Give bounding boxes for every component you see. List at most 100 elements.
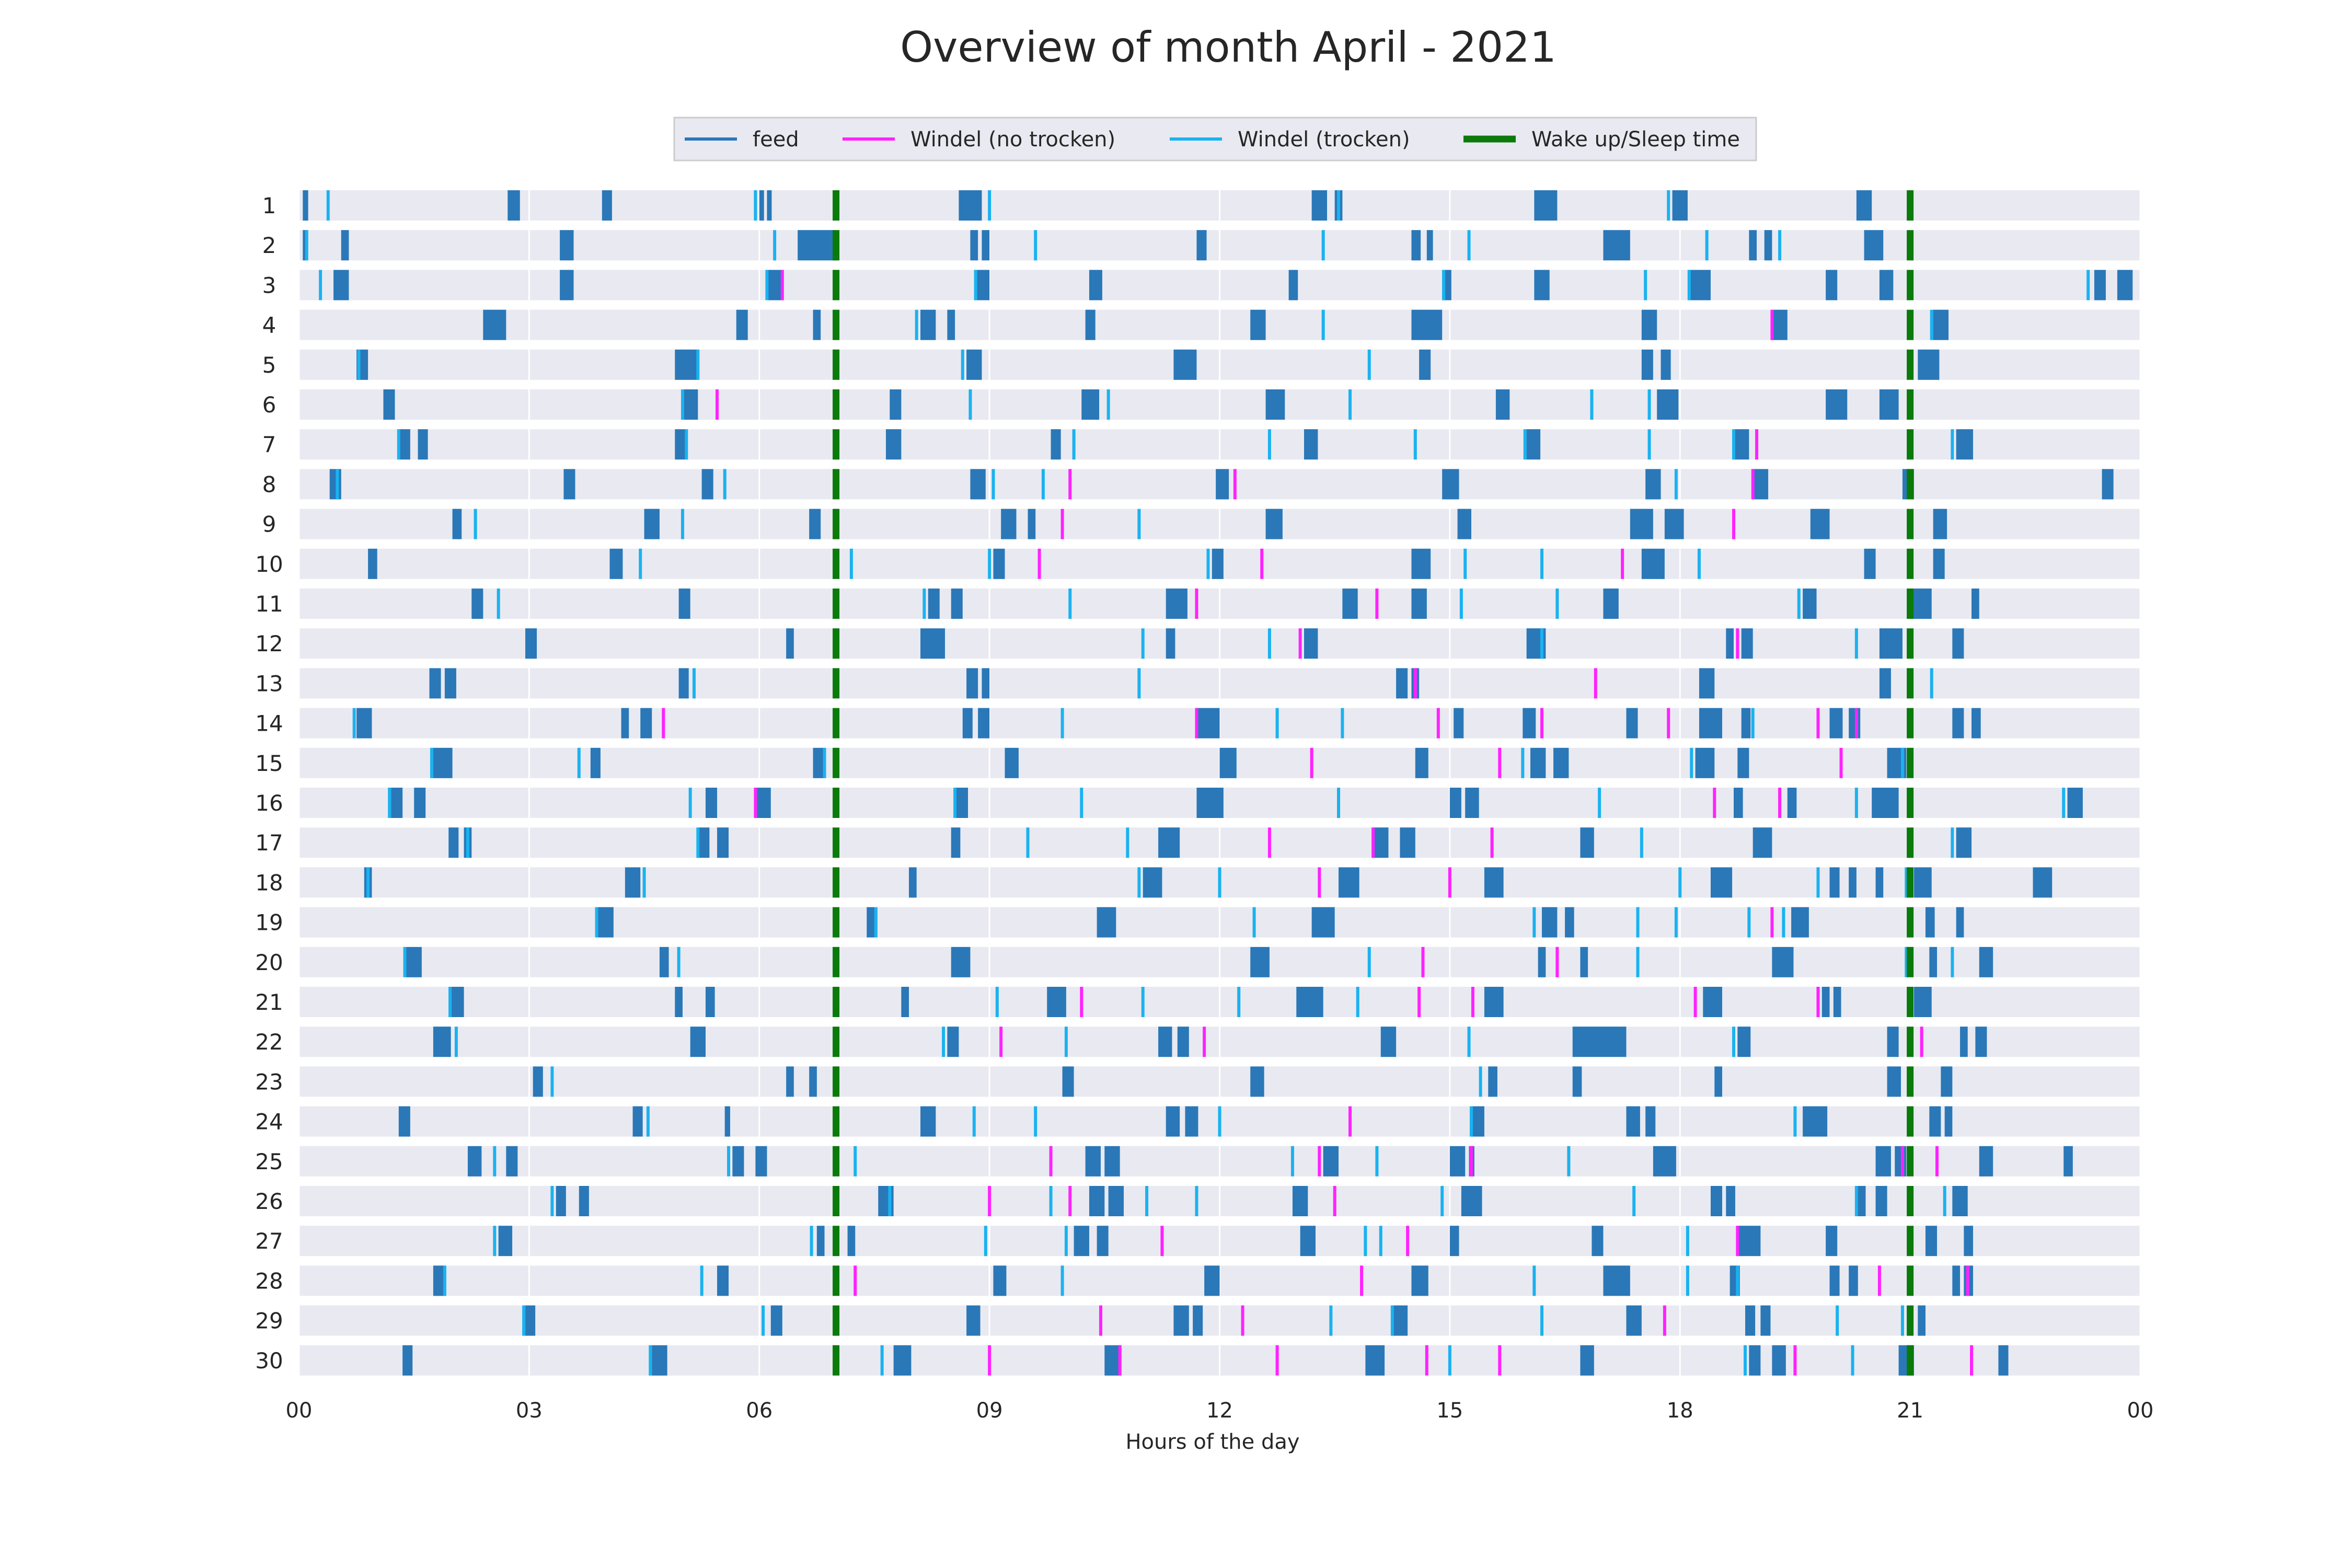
feed-bar — [556, 1186, 566, 1216]
feed-bar — [1081, 389, 1100, 420]
day-label: 17 — [255, 830, 283, 856]
feed-bar — [675, 987, 683, 1017]
x-tick-label: 06 — [746, 1399, 773, 1423]
feed-bar — [1603, 589, 1619, 619]
feed-bar — [993, 548, 1005, 579]
feed-bar — [1250, 947, 1270, 977]
feed-bar — [1699, 708, 1722, 739]
feed-bar — [1726, 1186, 1735, 1216]
feed-bar — [1603, 230, 1630, 261]
day-label: 14 — [255, 711, 283, 736]
day-label: 9 — [262, 512, 276, 537]
feed-bar — [1626, 1305, 1642, 1336]
feed-bar — [1495, 389, 1510, 420]
feed-bar — [678, 668, 689, 699]
feed-bar — [1265, 389, 1285, 420]
feed-bar — [1311, 190, 1328, 221]
feed-bar — [1288, 270, 1298, 301]
feed-bar — [1910, 589, 1932, 619]
feed-bar — [1158, 827, 1180, 858]
feed-bar — [724, 1106, 730, 1137]
feed-bar — [1304, 429, 1318, 460]
feed-bar — [1826, 270, 1838, 301]
feed-bar — [1392, 1305, 1408, 1336]
feed-bar — [1875, 867, 1884, 898]
feed-bar — [1542, 907, 1558, 938]
feed-bar — [908, 867, 917, 898]
feed-bar — [1580, 827, 1594, 858]
feed-bar — [621, 708, 629, 739]
feed-bar — [1952, 708, 1964, 739]
feed-bar — [1971, 708, 1981, 739]
feed-bar — [1472, 1106, 1484, 1137]
x-tick-label: 00 — [2127, 1399, 2154, 1423]
feed-bar — [1300, 1226, 1316, 1256]
feed-bar — [1661, 349, 1671, 380]
feed-bar — [690, 1027, 706, 1057]
day-label: 19 — [255, 910, 283, 936]
feed-bar — [1580, 947, 1588, 977]
feed-bar — [1734, 429, 1749, 460]
feed-bar — [1158, 1027, 1172, 1057]
feed-bar — [1177, 1027, 1189, 1057]
feed-bar — [1097, 907, 1116, 938]
feed-bar — [1737, 1027, 1751, 1057]
feed-bar — [920, 1106, 936, 1137]
feed-bar — [1753, 827, 1772, 858]
feed-bar — [1565, 907, 1574, 938]
feed-bar — [1856, 1186, 1866, 1216]
feed-bar — [809, 1066, 817, 1097]
feed-bar — [303, 190, 308, 221]
feed-bar — [579, 1186, 589, 1216]
feed-bar — [560, 230, 574, 261]
feed-bar — [1108, 1186, 1124, 1216]
feed-bar — [1457, 509, 1471, 539]
feed-bar — [652, 1345, 667, 1376]
feed-bar — [920, 309, 936, 340]
feed-bar — [418, 429, 428, 460]
x-tick-label: 03 — [516, 1399, 543, 1423]
feed-bar — [675, 349, 698, 380]
feed-bar — [993, 1265, 1007, 1296]
feed-bar — [1553, 747, 1569, 778]
day-label: 18 — [255, 870, 283, 895]
feed-bar — [947, 309, 955, 340]
feed-bar — [982, 668, 990, 699]
feed-bar — [966, 668, 978, 699]
feed-bar — [1415, 747, 1428, 778]
feed-bar — [1373, 827, 1389, 858]
feed-bar — [1672, 190, 1688, 221]
feed-bar — [816, 1226, 825, 1256]
feed-bar — [2117, 270, 2133, 301]
feed-bar — [1887, 1027, 1899, 1057]
legend-label: Windel (trocken) — [1238, 128, 1410, 152]
feed-bar — [1630, 509, 1653, 539]
feed-bar — [1454, 708, 1464, 739]
x-tick-label: 12 — [1206, 1399, 1233, 1423]
feed-bar — [951, 589, 963, 619]
feed-bar — [2063, 1146, 2073, 1177]
feed-bar — [1829, 1265, 1840, 1296]
feed-bar — [1856, 190, 1872, 221]
feed-bar — [890, 389, 902, 420]
y-axis-day-labels: 1234567891011121314151617181920212223242… — [255, 193, 283, 1374]
feed-bar — [632, 1106, 643, 1137]
day-label: 24 — [255, 1109, 283, 1135]
feed-bar — [1645, 1106, 1656, 1137]
feed-bar — [1913, 987, 1932, 1017]
feed-bar — [644, 509, 660, 539]
feed-bar — [755, 1146, 767, 1177]
feed-bar — [368, 548, 377, 579]
feed-bar — [1449, 788, 1461, 818]
feed-bar — [525, 1305, 536, 1336]
feed-bar — [1772, 1345, 1786, 1376]
feed-bar — [1791, 907, 1809, 938]
feed-bar — [341, 230, 349, 261]
feed-bar — [2067, 788, 2083, 818]
feed-bar — [1411, 1265, 1428, 1296]
feed-bar — [1826, 1226, 1838, 1256]
feed-bar — [598, 907, 614, 938]
feed-bar — [1653, 1146, 1676, 1177]
feed-bar — [698, 827, 710, 858]
feed-bar — [1864, 548, 1876, 579]
